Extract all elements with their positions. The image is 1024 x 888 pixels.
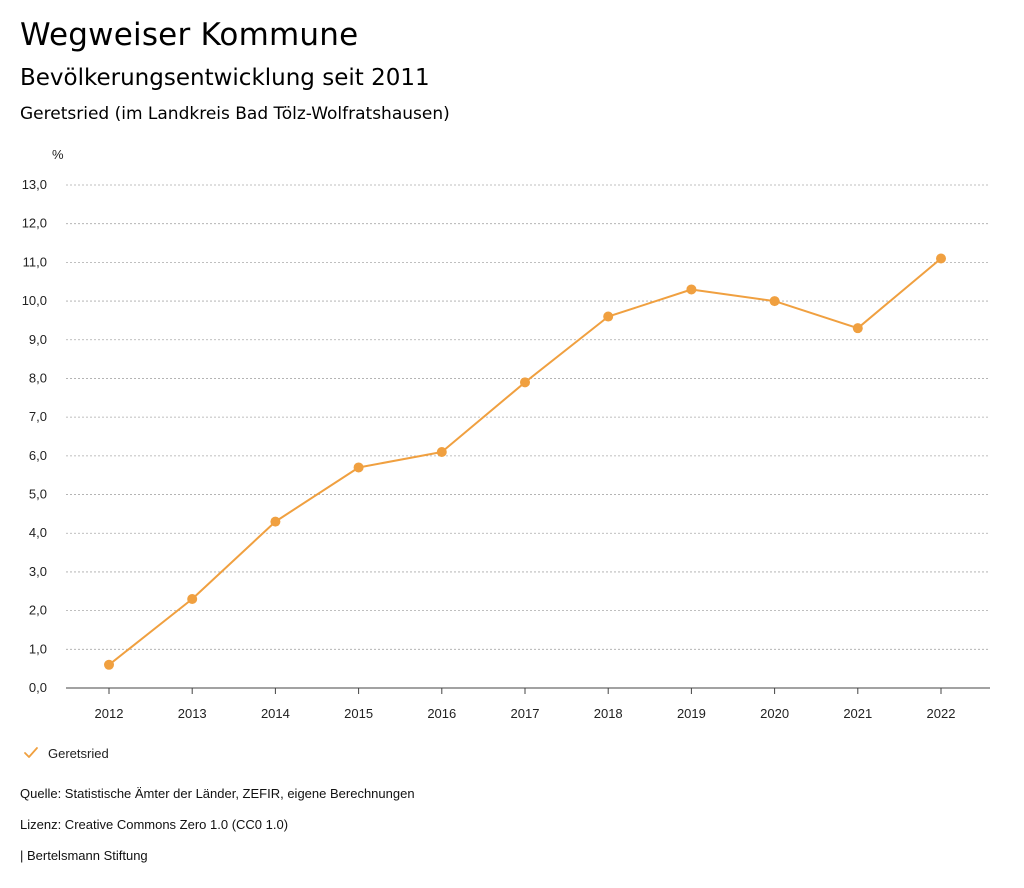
- x-tick-label: 2019: [677, 706, 706, 721]
- data-point[interactable]: [686, 284, 697, 295]
- y-tick-label: 8,0: [29, 370, 47, 385]
- grid-lines: [66, 184, 990, 689]
- x-tick-label: 2016: [427, 706, 456, 721]
- y-unit-label: %: [52, 147, 64, 162]
- data-point[interactable]: [104, 659, 114, 670]
- y-tick-label: 7,0: [29, 409, 47, 424]
- series-geretsried: [104, 253, 946, 670]
- y-tick-label: 3,0: [29, 564, 47, 579]
- x-tick-label: 2017: [511, 706, 540, 721]
- data-point[interactable]: [353, 462, 364, 473]
- x-axis: 2012 2013 2014 2015 2016 2017 2018 2019 2020 2021…: [66, 687, 990, 721]
- checkmark-icon: [22, 744, 40, 762]
- y-tick-label: 11,0: [23, 254, 47, 269]
- y-tick-label: 0,0: [29, 680, 47, 695]
- license-note: Lizenz: Creative Commons Zero 1.0 (CC0 1…: [20, 817, 289, 832]
- data-point[interactable]: [852, 323, 863, 334]
- x-tick-label: 2020: [760, 706, 789, 721]
- y-tick-label: 5,0: [29, 487, 47, 502]
- data-point[interactable]: [270, 516, 281, 527]
- y-tick-label: 4,0: [29, 525, 47, 540]
- legend-label: Geretsried: [48, 745, 109, 761]
- data-point[interactable]: [520, 377, 530, 388]
- y-tick-label: 6,0: [29, 448, 47, 463]
- line-chart: % 0,0 1,0 2,0 3,0 4,0 5,0 6,0 7,0 8,0 9,0 10,0 11,0 1…: [22, 147, 990, 721]
- data-point[interactable]: [603, 311, 614, 322]
- data-point[interactable]: [436, 446, 447, 457]
- chart-title: Wegweiser Kommune: [20, 17, 359, 53]
- x-tick-label: 2015: [344, 706, 373, 721]
- y-tick-label: 1,0: [29, 641, 47, 656]
- legend-item-geretsried[interactable]: Geretsried: [22, 744, 109, 762]
- y-tick-label: 9,0: [29, 332, 47, 347]
- x-tick-label: 2022: [927, 706, 956, 721]
- x-tick-label: 2014: [261, 706, 290, 721]
- x-tick-label: 2013: [178, 706, 207, 721]
- x-tick-label: 2012: [95, 706, 124, 721]
- chart-subtitle: Bevölkerungsentwicklung seit 2011: [20, 65, 430, 91]
- y-tick-label: 2,0: [29, 603, 47, 618]
- y-tick-label: 12,0: [22, 216, 47, 231]
- y-axis: % 0,0 1,0 2,0 3,0 4,0 5,0 6,0 7,0 8,0 9,0 10,0 11,0 1…: [22, 147, 64, 695]
- x-tick-label: 2021: [843, 706, 872, 721]
- brand-note: | Bertelsmann Stiftung: [20, 848, 148, 863]
- region-label: Geretsried (im Landkreis Bad Tölz-Wolfra…: [20, 104, 450, 124]
- data-point[interactable]: [936, 253, 946, 264]
- x-tick-label: 2018: [594, 706, 623, 721]
- y-tick-label: 10,0: [22, 293, 47, 308]
- data-point[interactable]: [769, 296, 780, 307]
- y-tick-label: 13,0: [22, 177, 47, 192]
- data-point[interactable]: [187, 594, 198, 605]
- series-line: [108, 257, 942, 666]
- source-note: Quelle: Statistische Ämter der Länder, Z…: [20, 786, 415, 801]
